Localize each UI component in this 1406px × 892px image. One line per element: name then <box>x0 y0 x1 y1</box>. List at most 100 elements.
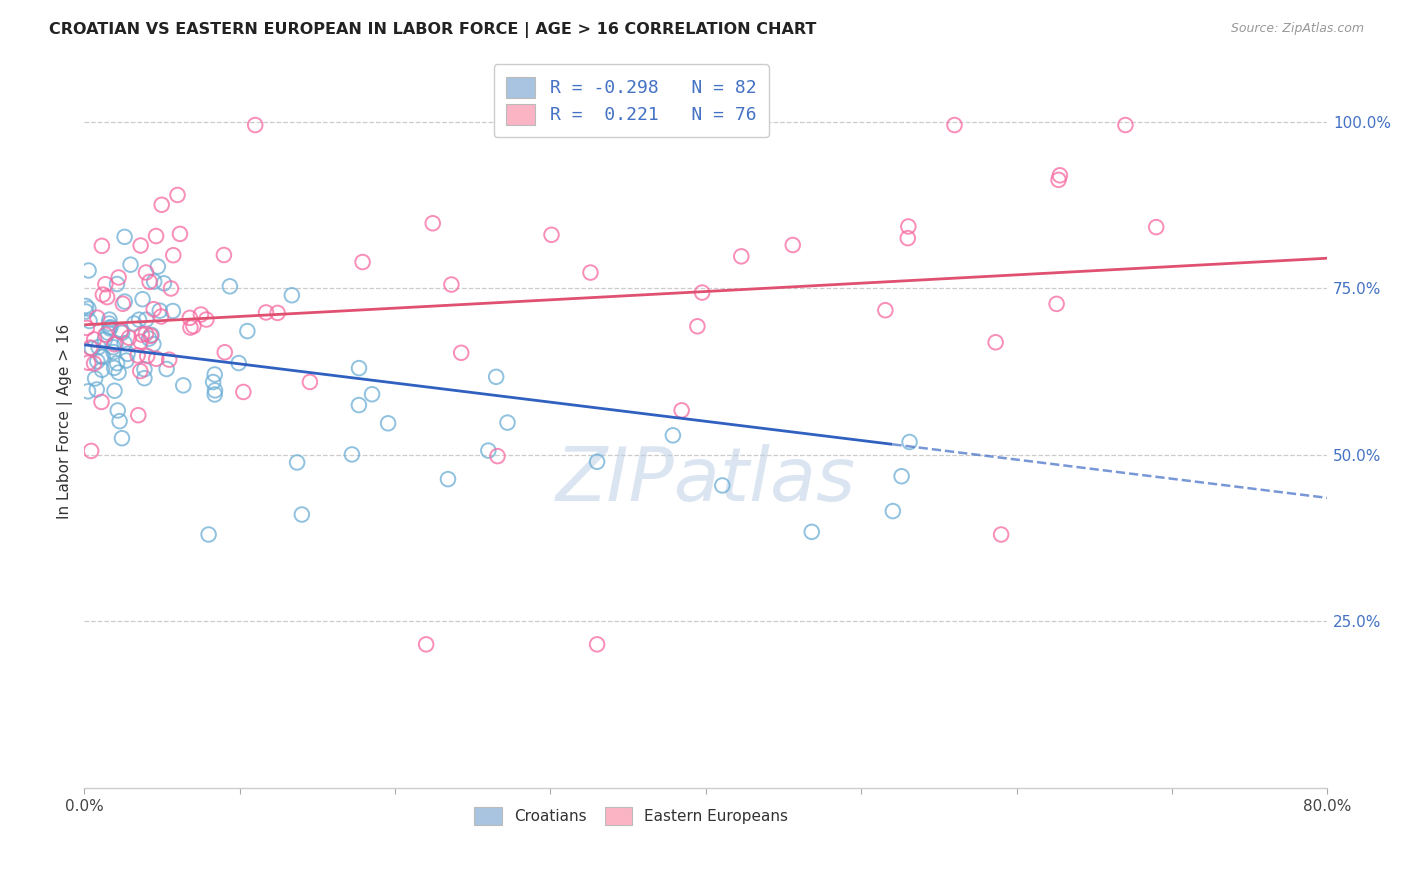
Point <box>84 371 107 385</box>
Point <box>422 216 444 230</box>
Point <box>129 238 152 252</box>
Point <box>236 324 259 338</box>
Point <box>86 354 108 368</box>
Point <box>110 324 132 338</box>
Point <box>153 277 176 291</box>
Point <box>107 366 129 380</box>
Point <box>111 297 134 311</box>
Point <box>730 249 752 263</box>
Point <box>118 331 141 345</box>
Point <box>76 321 98 335</box>
Point <box>586 637 609 651</box>
Point <box>100 320 122 334</box>
Point <box>110 325 132 339</box>
Point <box>1046 297 1069 311</box>
Point <box>91 287 114 301</box>
Point <box>204 368 226 382</box>
Point <box>122 317 145 331</box>
Point <box>340 447 363 461</box>
Point <box>898 435 921 450</box>
Point <box>87 340 110 354</box>
Point <box>179 310 201 325</box>
Text: CROATIAN VS EASTERN EUROPEAN IN LABOR FORCE | AGE > 16 CORRELATION CHART: CROATIAN VS EASTERN EUROPEAN IN LABOR FO… <box>49 22 817 38</box>
Point <box>897 219 920 234</box>
Point <box>254 305 277 319</box>
Point <box>202 375 225 389</box>
Point <box>437 472 460 486</box>
Point <box>103 384 125 398</box>
Point <box>114 294 136 309</box>
Point <box>77 356 100 370</box>
Point <box>94 333 117 347</box>
Point <box>183 319 205 334</box>
Point <box>96 290 118 304</box>
Point <box>145 229 167 244</box>
Point <box>285 455 308 469</box>
Point <box>232 384 254 399</box>
Point <box>298 375 321 389</box>
Point <box>83 356 105 370</box>
Point <box>143 275 166 289</box>
Point <box>90 239 112 253</box>
Point <box>281 288 304 302</box>
Point <box>127 348 149 362</box>
Point <box>266 306 288 320</box>
Text: ZIPatlas: ZIPatlas <box>555 444 856 516</box>
Point <box>415 637 437 651</box>
Point <box>890 469 912 483</box>
Point <box>361 387 384 401</box>
Point <box>105 356 128 370</box>
Point <box>172 378 194 392</box>
Point <box>108 414 131 428</box>
Point <box>347 398 370 412</box>
Point <box>77 384 100 399</box>
Point <box>86 310 108 325</box>
Point <box>94 277 117 292</box>
Point <box>149 303 172 318</box>
Point <box>77 301 100 316</box>
Point <box>135 265 157 279</box>
Point <box>131 292 153 306</box>
Point <box>1114 118 1136 132</box>
Point <box>138 275 160 289</box>
Point <box>77 263 100 277</box>
Point <box>103 360 125 375</box>
Legend: Croatians, Eastern Europeans: Croatians, Eastern Europeans <box>468 801 794 831</box>
Point <box>86 383 108 397</box>
Point <box>897 231 920 245</box>
Point <box>129 334 152 349</box>
Point <box>79 341 101 355</box>
Point <box>120 258 142 272</box>
Point <box>98 312 121 326</box>
Point <box>157 352 180 367</box>
Point <box>114 336 136 351</box>
Point <box>138 332 160 346</box>
Point <box>204 387 226 401</box>
Point <box>79 314 101 328</box>
Point <box>115 353 138 368</box>
Point <box>97 326 120 340</box>
Point <box>104 336 127 351</box>
Point <box>162 248 184 262</box>
Point <box>107 270 129 285</box>
Point <box>150 198 173 212</box>
Point <box>134 371 156 385</box>
Point <box>195 312 218 326</box>
Point <box>485 369 508 384</box>
Point <box>90 350 112 364</box>
Point <box>245 118 267 132</box>
Point <box>103 337 125 351</box>
Point <box>166 188 188 202</box>
Point <box>107 403 129 417</box>
Point <box>496 416 519 430</box>
Point <box>377 417 399 431</box>
Point <box>103 340 125 354</box>
Point <box>782 238 804 252</box>
Point <box>579 266 602 280</box>
Point <box>218 279 240 293</box>
Point <box>228 356 250 370</box>
Point <box>90 363 112 377</box>
Point <box>98 321 121 335</box>
Point <box>943 118 966 132</box>
Point <box>98 317 121 331</box>
